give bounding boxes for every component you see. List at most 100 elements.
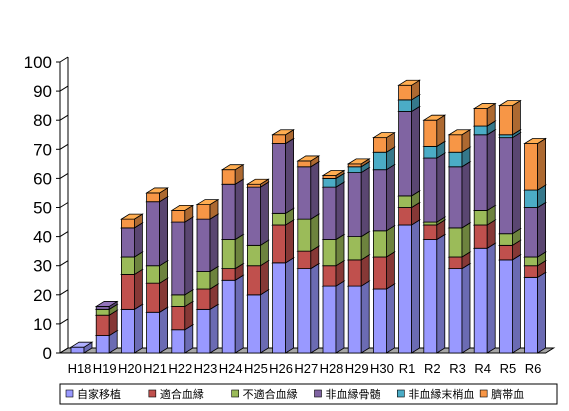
- bar-H27-臍帯血: [297, 160, 312, 168]
- legend-label: 不適合血縁: [243, 387, 298, 401]
- y-tick-label: 70: [33, 140, 52, 159]
- bar-H22-適合血縁: [171, 306, 186, 331]
- bar-R3-臍帯血: [448, 134, 463, 153]
- bar-H20-不適合血縁: [121, 256, 135, 275]
- bar-H20-自家移植: [121, 308, 135, 354]
- bar-H29-非血縁末梢血: [347, 166, 362, 173]
- bar-H30-自家移植: [372, 288, 387, 354]
- bar-stack-H22: [170, 204, 195, 354]
- bar-stack-H29: [346, 158, 371, 354]
- bar-R6-自家移植: [524, 276, 538, 354]
- bar-H19-適合血縁: [95, 314, 110, 336]
- bar-stack-H23: [195, 198, 220, 354]
- bar-H26-自家移植: [272, 262, 287, 354]
- x-tick-label: R4: [474, 361, 491, 376]
- bar-side-R2-自家移植: [436, 233, 446, 354]
- bar-top-H25-臍帯血: [246, 178, 270, 185]
- bar-side-R4-自家移植: [486, 242, 496, 354]
- bars: [69, 79, 547, 354]
- bar-stack-H18: [69, 341, 94, 354]
- bar-top-H22-臍帯血: [170, 205, 195, 211]
- bar-side-R5-臍帯血: [512, 99, 521, 136]
- legend: 自家移植 適合血縁 不適合血縁 非血縁骨髄 非血縁末梢血 臍帯血: [59, 383, 558, 405]
- bar-side-R2-非血縁骨髄: [436, 152, 446, 223]
- bar-side-H29-非血縁骨髄: [360, 166, 370, 238]
- bar-H28-非血縁末梢血: [322, 177, 337, 188]
- x-tick-label: R3: [449, 361, 466, 376]
- bar-R5-不適合血縁: [498, 233, 513, 246]
- bar-side-H27-不適合血縁: [310, 213, 320, 252]
- bar-R4-非血縁末梢血: [473, 125, 488, 136]
- bar-R2-不適合血縁: [423, 221, 438, 226]
- bar-stack-R1: [397, 79, 421, 354]
- bar-H26-臍帯血: [272, 134, 287, 144]
- x-tick-label: R2: [424, 361, 441, 376]
- x-tick-label: H30: [370, 361, 394, 376]
- bar-side-H24-自家移植: [234, 274, 244, 354]
- y-tick-label: 60: [33, 169, 52, 188]
- bar-H30-適合血縁: [372, 256, 387, 290]
- bar-H18-自家移植: [70, 346, 85, 354]
- y-tick-depth: [59, 114, 69, 121]
- bar-H25-不適合血縁: [246, 244, 261, 267]
- legend-swatch: [65, 389, 74, 398]
- legend-label: 非血縁末梢血: [408, 387, 474, 401]
- bar-side-H24-不適合血縁: [234, 233, 244, 270]
- bar-side-H28-自家移植: [335, 280, 345, 354]
- bar-H26-適合血縁: [272, 224, 287, 264]
- bar-top-H30-臍帯血: [372, 132, 396, 139]
- bar-H30-非血縁末梢血: [372, 151, 387, 171]
- bar-side-H20-自家移植: [133, 303, 143, 354]
- bar-top-H27-臍帯血: [296, 155, 321, 162]
- bar-R6-不適合血縁: [524, 256, 538, 267]
- bar-H30-不適合血縁: [372, 230, 387, 258]
- bar-H24-非血縁骨髄: [221, 183, 236, 240]
- bar-R4-臍帯血: [473, 108, 488, 127]
- bar-top-H23-臍帯血: [195, 199, 220, 205]
- x-tick-label: H20: [118, 361, 142, 376]
- bar-side-R1-非血縁骨髄: [411, 105, 421, 197]
- legend-label: 臍帯血: [491, 387, 524, 401]
- bar-top-H19-非血縁骨髄: [94, 301, 119, 307]
- bar-R4-適合血縁: [473, 224, 488, 249]
- legend-swatch: [397, 389, 405, 398]
- bar-H23-自家移植: [196, 308, 211, 354]
- bar-R5-臍帯血: [498, 105, 513, 136]
- bar-side-H23-非血縁骨髄: [209, 213, 219, 273]
- bar-side-H28-非血縁骨髄: [335, 181, 345, 241]
- bar-H22-自家移植: [171, 329, 186, 354]
- bar-H20-非血縁骨髄: [121, 227, 135, 258]
- bar-stack-R6: [523, 137, 547, 354]
- bar-top-H29-臍帯血: [346, 158, 371, 165]
- bar-side-H24-非血縁骨髄: [234, 178, 244, 241]
- bar-H29-不適合血縁: [347, 236, 362, 261]
- y-tick-label: 100: [24, 53, 52, 72]
- bar-top-H24-臍帯血: [220, 164, 245, 171]
- bar-stack-H27: [296, 155, 321, 354]
- y-tick-label: 40: [33, 228, 52, 247]
- bar-R6-非血縁骨髄: [524, 207, 538, 258]
- bar-stack-H21: [145, 187, 169, 354]
- bar-side-R4-非血縁骨髄: [486, 129, 496, 212]
- bar-R4-不適合血縁: [473, 210, 488, 226]
- bar-R2-臍帯血: [423, 119, 438, 147]
- bar-top-R3-臍帯血: [447, 129, 472, 136]
- legend-swatch: [231, 389, 239, 398]
- bar-H29-非血縁骨髄: [347, 172, 362, 237]
- bar-side-R3-不適合血縁: [461, 222, 471, 258]
- bar-side-H25-自家移植: [259, 289, 269, 354]
- bar-side-H26-非血縁骨髄: [285, 137, 295, 215]
- bar-H27-適合血縁: [297, 250, 312, 270]
- bar-R4-自家移植: [473, 247, 488, 354]
- y-axis: 0 10 20 30 40 50 60 70 80 90 100: [24, 53, 69, 363]
- x-tick-label: R1: [399, 361, 416, 376]
- x-tick-label: H25: [244, 361, 268, 376]
- bar-top-R1-臍帯血: [397, 79, 421, 86]
- y-tick-depth: [59, 289, 69, 296]
- bar-side-H26-適合血縁: [285, 219, 295, 264]
- bar-side-H30-非血縁骨髄: [385, 163, 395, 232]
- bar-side-H26-自家移植: [285, 257, 295, 354]
- bar-H29-適合血縁: [347, 259, 362, 287]
- bar-R1-非血縁骨髄: [398, 111, 413, 197]
- bar-top-R4-臍帯血: [472, 103, 497, 109]
